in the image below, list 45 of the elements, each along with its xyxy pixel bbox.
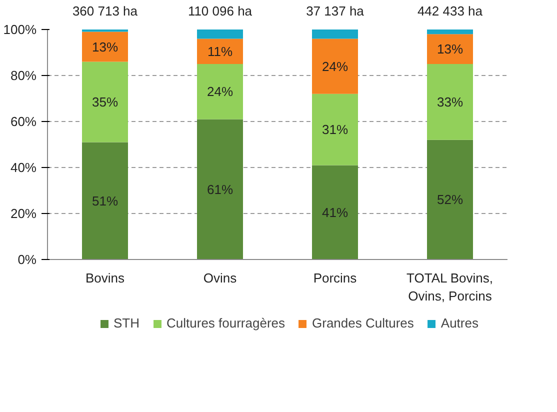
data-label: 41% (322, 204, 348, 220)
legend-label: STH (114, 316, 140, 330)
legend-label: Autres (440, 316, 478, 330)
data-label: 13% (92, 39, 118, 54)
x-tick-label: TOTAL Bovins, Ovins, Porcins (406, 270, 493, 304)
bar (312, 38, 358, 94)
bar (312, 30, 358, 39)
text: 442 433 ha (417, 4, 484, 18)
bar (197, 64, 243, 120)
bar (197, 38, 243, 64)
bar (197, 119, 243, 260)
bar (427, 140, 473, 260)
y-tick-label: 100% (3, 22, 37, 37)
bar (82, 32, 128, 62)
data-label: 51% (92, 193, 118, 208)
y-tick-label: 0% (18, 252, 37, 267)
data-label: 61% (206, 182, 234, 197)
text: 110 096 ha (188, 4, 253, 18)
bar (312, 94, 358, 166)
bar (427, 64, 473, 140)
y-tick-label: 20% (10, 206, 37, 221)
bar (427, 34, 473, 64)
text: 37 137 ha (306, 4, 365, 18)
legend-label: Grandes Cultures (312, 316, 414, 330)
text: 360 713 ha (72, 4, 138, 18)
x-tick-label: Bovins (85, 270, 126, 286)
bar (82, 142, 128, 260)
y-tick-label: 40% (10, 160, 37, 175)
bar (82, 62, 128, 142)
bar (197, 30, 243, 39)
bar (427, 30, 473, 34)
legend-label: Cultures fourragères (166, 316, 286, 330)
data-label: 24% (322, 58, 348, 74)
data-label: 31% (322, 122, 348, 138)
data-label: 11% (207, 44, 233, 59)
y-tick-label: 60% (10, 114, 37, 129)
x-tick-label: Porcins (313, 270, 358, 286)
data-label: 13% (436, 42, 464, 57)
x-tick-label: Ovins (203, 270, 238, 286)
data-label: 24% (206, 84, 234, 100)
bar (312, 165, 358, 260)
y-tick-label: 80% (10, 68, 37, 83)
data-label: 35% (92, 94, 118, 110)
data-label: 33% (436, 94, 464, 110)
data-label: 52% (436, 192, 464, 208)
